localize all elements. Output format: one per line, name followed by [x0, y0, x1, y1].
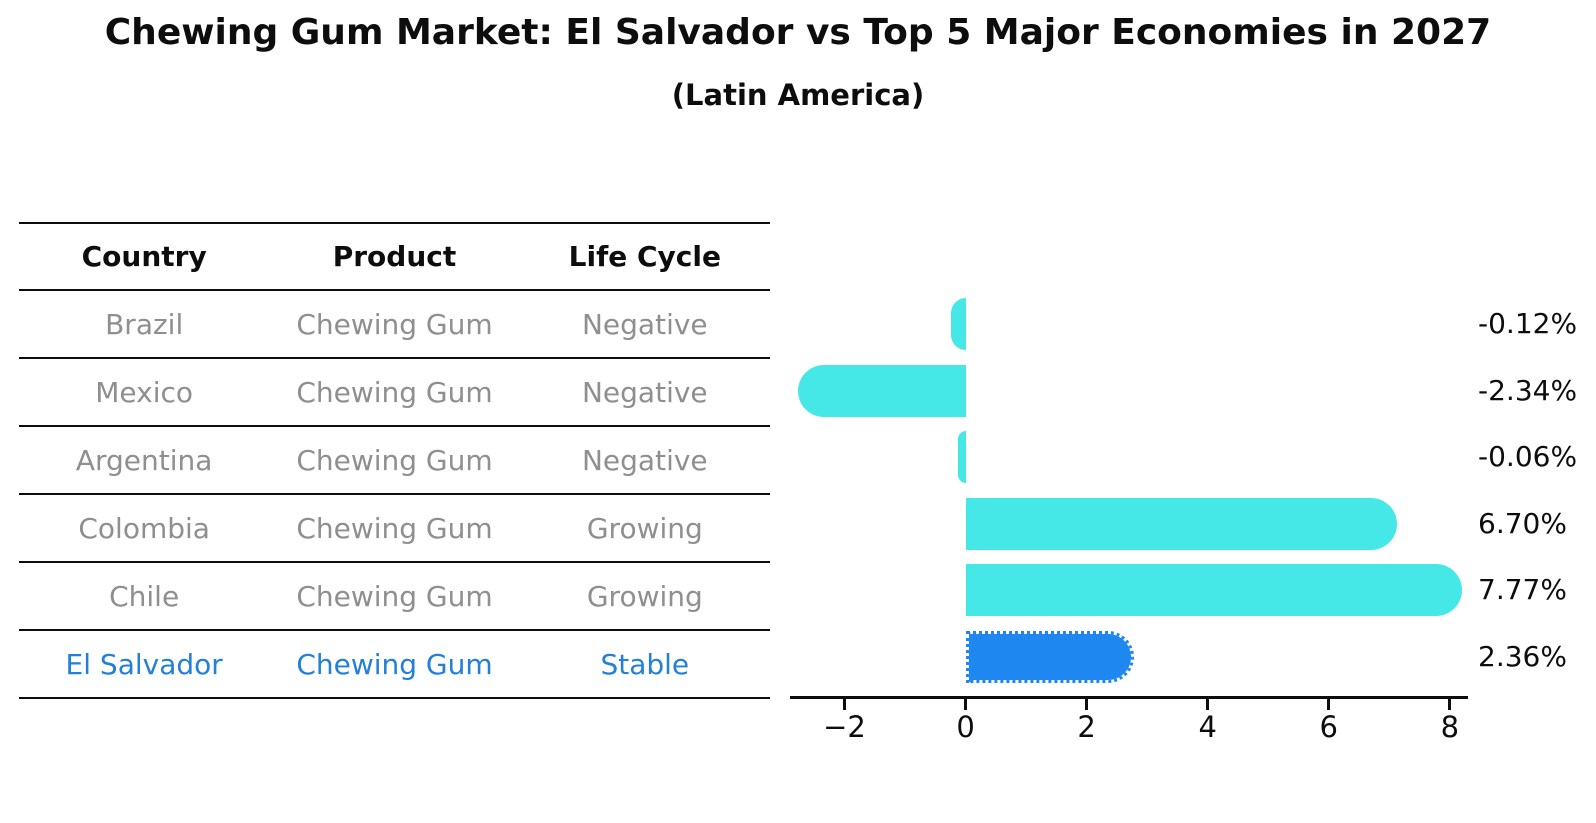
table-row: Chile Chewing Gum Growing — [19, 562, 770, 631]
cell-life-cycle: Negative — [519, 290, 770, 359]
table-row: Colombia Chewing Gum Growing — [19, 494, 770, 563]
cell-country: Brazil — [19, 290, 270, 359]
header-life-cycle: Life Cycle — [519, 222, 770, 291]
bar-colombia — [965, 497, 1398, 550]
table-row: El Salvador Chewing Gum Stable — [19, 630, 770, 699]
bar-argentina — [958, 431, 966, 484]
cell-country: Mexico — [19, 358, 270, 427]
x-tick-label: −2 — [823, 710, 866, 744]
value-label-argentina: -0.06% — [1478, 440, 1578, 474]
x-tick-label: 0 — [956, 710, 975, 744]
x-tick-mark — [1327, 699, 1331, 710]
cell-life-cycle: Growing — [519, 562, 770, 631]
x-tick-label: 6 — [1319, 710, 1338, 744]
value-label-brazil: -0.12% — [1478, 307, 1578, 341]
value-label-mexico: -2.34% — [1478, 373, 1578, 407]
bar-chile — [965, 564, 1462, 617]
bar-el-salvador — [965, 630, 1135, 683]
cell-product: Chewing Gum — [269, 426, 520, 495]
cell-product: Chewing Gum — [269, 494, 520, 563]
table-header-row: Country Product Life Cycle — [19, 222, 770, 291]
x-axis-line — [790, 696, 1468, 699]
bar-mexico — [797, 364, 966, 417]
x-tick-label: 8 — [1440, 710, 1460, 744]
x-tick-mark — [1448, 699, 1452, 710]
x-tick-label: 2 — [1077, 710, 1096, 744]
country-table: Country Product Life Cycle Brazil Chewing… — [19, 222, 770, 699]
x-tick-mark — [1085, 699, 1089, 710]
bar-brazil — [951, 298, 966, 351]
cell-product: Chewing Gum — [269, 290, 520, 359]
cell-life-cycle: Negative — [519, 426, 770, 495]
cell-life-cycle: Growing — [519, 494, 770, 563]
cell-country: Colombia — [19, 494, 270, 563]
x-tick-mark — [1206, 699, 1210, 710]
value-label-el-salvador: 2.36% — [1478, 639, 1567, 673]
cell-country: Chile — [19, 562, 270, 631]
cell-product: Chewing Gum — [269, 630, 520, 699]
header-product: Product — [269, 222, 520, 291]
cell-country: Argentina — [19, 426, 270, 495]
value-label-chile: 7.77% — [1478, 573, 1567, 607]
chart-title: Chewing Gum Market: El Salvador vs Top 5… — [104, 12, 1492, 53]
chart-subtitle: (Latin America) — [671, 78, 925, 112]
cell-product: Chewing Gum — [269, 562, 520, 631]
x-tick-label: 4 — [1198, 710, 1217, 744]
cell-country: El Salvador — [19, 630, 270, 699]
cell-life-cycle: Negative — [519, 358, 770, 427]
table-row: Brazil Chewing Gum Negative — [19, 290, 770, 359]
cell-product: Chewing Gum — [269, 358, 520, 427]
cell-life-cycle: Stable — [519, 630, 770, 699]
table-body: Brazil Chewing Gum Negative Mexico Chewing G… — [19, 290, 770, 699]
table-row: Mexico Chewing Gum Negative — [19, 358, 770, 427]
header-country: Country — [19, 222, 270, 291]
value-label-colombia: 6.70% — [1478, 506, 1567, 540]
x-tick-mark — [964, 699, 968, 710]
table-row: Argentina Chewing Gum Negative — [19, 426, 770, 495]
x-tick-mark — [842, 699, 846, 710]
